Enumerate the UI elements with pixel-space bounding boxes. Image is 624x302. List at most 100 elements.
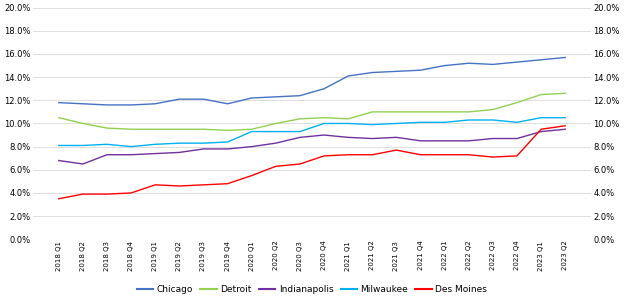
- Milwaukee: [489, 118, 497, 122]
- Milwaukee: [320, 122, 328, 125]
- Chicago: [55, 101, 62, 104]
- Detroit: [562, 92, 569, 95]
- Des Moines: [344, 153, 352, 156]
- Milwaukee: [392, 122, 400, 125]
- Chicago: [514, 60, 521, 64]
- Detroit: [127, 127, 135, 131]
- Des Moines: [562, 124, 569, 127]
- Indianapolis: [296, 136, 304, 139]
- Milwaukee: [103, 143, 110, 146]
- Detroit: [344, 117, 352, 120]
- Chicago: [441, 64, 449, 67]
- Des Moines: [79, 192, 87, 196]
- Detroit: [296, 117, 304, 120]
- Chicago: [537, 58, 545, 62]
- Indianapolis: [79, 162, 87, 166]
- Milwaukee: [248, 130, 255, 133]
- Line: Chicago: Chicago: [59, 57, 565, 105]
- Des Moines: [127, 191, 135, 195]
- Chicago: [175, 97, 183, 101]
- Chicago: [200, 97, 207, 101]
- Chicago: [103, 103, 110, 107]
- Indianapolis: [417, 139, 424, 143]
- Milwaukee: [272, 130, 280, 133]
- Legend: Chicago, Detroit, Indianapolis, Milwaukee, Des Moines: Chicago, Detroit, Indianapolis, Milwauke…: [134, 281, 490, 297]
- Des Moines: [417, 153, 424, 156]
- Indianapolis: [152, 152, 159, 156]
- Chicago: [248, 96, 255, 100]
- Milwaukee: [344, 122, 352, 125]
- Indianapolis: [537, 130, 545, 133]
- Des Moines: [175, 184, 183, 188]
- Milwaukee: [296, 130, 304, 133]
- Indianapolis: [392, 136, 400, 139]
- Detroit: [224, 129, 232, 132]
- Chicago: [296, 94, 304, 98]
- Detroit: [489, 108, 497, 111]
- Milwaukee: [369, 123, 376, 127]
- Des Moines: [537, 127, 545, 131]
- Indianapolis: [55, 159, 62, 162]
- Milwaukee: [79, 144, 87, 147]
- Chicago: [489, 63, 497, 66]
- Des Moines: [103, 192, 110, 196]
- Detroit: [103, 126, 110, 130]
- Des Moines: [514, 154, 521, 158]
- Detroit: [320, 116, 328, 120]
- Line: Des Moines: Des Moines: [59, 126, 565, 199]
- Chicago: [392, 69, 400, 73]
- Milwaukee: [514, 120, 521, 124]
- Detroit: [248, 127, 255, 131]
- Chicago: [127, 103, 135, 107]
- Milwaukee: [465, 118, 472, 122]
- Indianapolis: [272, 141, 280, 145]
- Chicago: [320, 87, 328, 91]
- Line: Indianapolis: Indianapolis: [59, 129, 565, 164]
- Detroit: [417, 110, 424, 114]
- Des Moines: [369, 153, 376, 156]
- Des Moines: [489, 155, 497, 159]
- Indianapolis: [465, 139, 472, 143]
- Indianapolis: [248, 145, 255, 149]
- Des Moines: [224, 182, 232, 185]
- Chicago: [417, 68, 424, 72]
- Milwaukee: [537, 116, 545, 120]
- Chicago: [562, 56, 569, 59]
- Indianapolis: [103, 153, 110, 156]
- Milwaukee: [417, 120, 424, 124]
- Detroit: [152, 127, 159, 131]
- Detroit: [272, 122, 280, 125]
- Line: Milwaukee: Milwaukee: [59, 118, 565, 147]
- Indianapolis: [369, 137, 376, 140]
- Milwaukee: [441, 120, 449, 124]
- Des Moines: [441, 153, 449, 156]
- Milwaukee: [175, 141, 183, 145]
- Detroit: [175, 127, 183, 131]
- Des Moines: [248, 174, 255, 177]
- Milwaukee: [200, 141, 207, 145]
- Detroit: [537, 93, 545, 96]
- Chicago: [272, 95, 280, 99]
- Chicago: [79, 102, 87, 106]
- Des Moines: [55, 197, 62, 201]
- Chicago: [369, 71, 376, 74]
- Milwaukee: [152, 143, 159, 146]
- Milwaukee: [55, 144, 62, 147]
- Indianapolis: [224, 147, 232, 151]
- Detroit: [200, 127, 207, 131]
- Milwaukee: [224, 140, 232, 144]
- Line: Detroit: Detroit: [59, 93, 565, 130]
- Des Moines: [152, 183, 159, 187]
- Chicago: [152, 102, 159, 106]
- Des Moines: [320, 154, 328, 158]
- Chicago: [344, 74, 352, 78]
- Des Moines: [200, 183, 207, 187]
- Chicago: [224, 102, 232, 106]
- Detroit: [465, 110, 472, 114]
- Indianapolis: [344, 136, 352, 139]
- Chicago: [465, 61, 472, 65]
- Indianapolis: [562, 127, 569, 131]
- Detroit: [55, 116, 62, 120]
- Indianapolis: [200, 147, 207, 151]
- Indianapolis: [441, 139, 449, 143]
